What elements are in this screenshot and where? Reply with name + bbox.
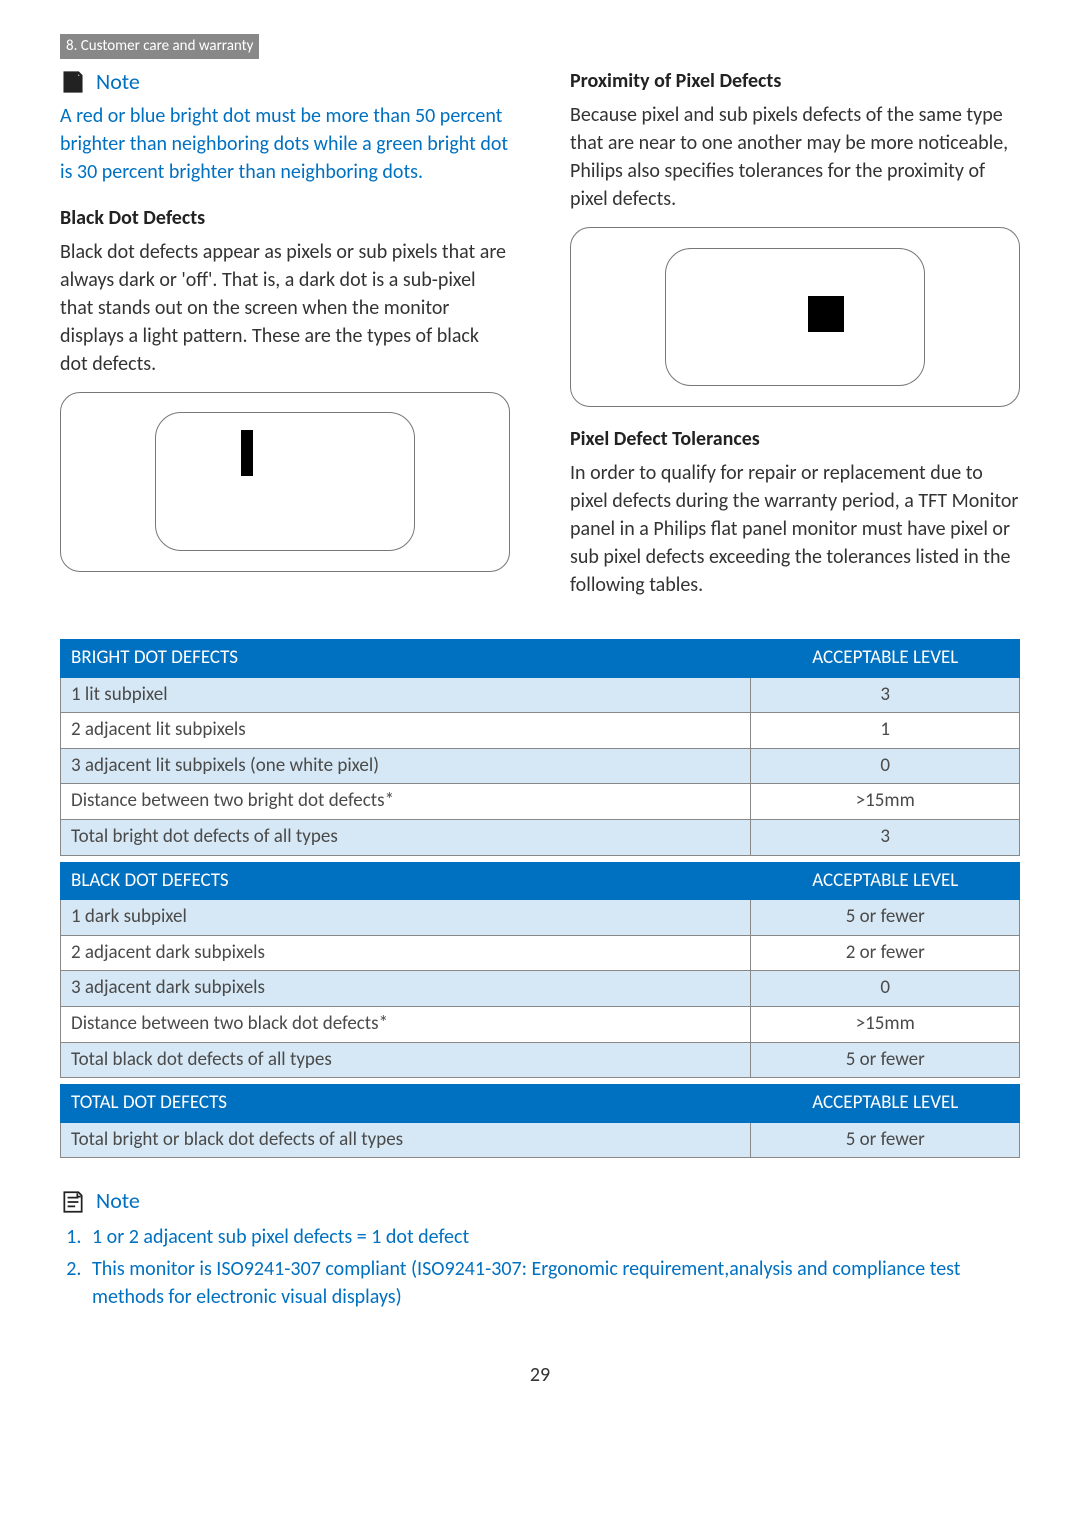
defect-table: BLACK DOT DEFECTSACCEPTABLE LEVEL1 dark … <box>60 862 1020 1079</box>
table-cell: 0 <box>751 971 1020 1007</box>
table-row: Total bright dot defects of all types3 <box>61 819 1020 855</box>
table-cell: 3 <box>751 819 1020 855</box>
note-text: A red or blue bright dot must be more th… <box>60 102 510 186</box>
table-header: TOTAL DOT DEFECTS <box>61 1085 751 1123</box>
black-dot-heading: Black Dot Defects <box>60 204 510 232</box>
table-cell: 2 adjacent dark subpixels <box>61 935 751 971</box>
table-cell: 1 <box>751 713 1020 749</box>
black-dot-text: Black dot defects appear as pixels or su… <box>60 238 510 378</box>
table-row: Total bright or black dot defects of all… <box>61 1122 1020 1158</box>
table-row: 2 adjacent dark subpixels2 or fewer <box>61 935 1020 971</box>
note-label: Note <box>96 67 140 98</box>
table-cell: Total black dot defects of all types <box>61 1042 751 1078</box>
note-icon <box>60 1189 86 1215</box>
table-cell: Total bright dot defects of all types <box>61 819 751 855</box>
note-header: Note <box>60 67 510 98</box>
table-cell: 5 or fewer <box>751 1122 1020 1158</box>
note-list-item: 1 or 2 adjacent sub pixel defects = 1 do… <box>86 1223 1020 1251</box>
table-cell: 3 adjacent dark subpixels <box>61 971 751 1007</box>
table-cell: Total bright or black dot defects of all… <box>61 1122 751 1158</box>
table-cell: Distance between two bright dot defects* <box>61 784 751 820</box>
note-icon <box>60 69 86 95</box>
page-number: 29 <box>60 1361 1020 1389</box>
table-cell: Distance between two black dot defects* <box>61 1006 751 1042</box>
table-cell: 5 or fewer <box>751 1042 1020 1078</box>
table-header: ACCEPTABLE LEVEL <box>751 862 1020 900</box>
table-cell: 0 <box>751 748 1020 784</box>
tolerance-tables: BRIGHT DOT DEFECTSACCEPTABLE LEVEL1 lit … <box>60 639 1020 1158</box>
note2-header: Note <box>60 1186 1020 1217</box>
table-cell: 3 adjacent lit subpixels (one white pixe… <box>61 748 751 784</box>
right-column: Proximity of Pixel Defects Because pixel… <box>570 67 1020 599</box>
proximity-text: Because pixel and sub pixels defects of … <box>570 101 1020 213</box>
tolerances-text: In order to qualify for repair or replac… <box>570 459 1020 599</box>
table-row: 2 adjacent lit subpixels1 <box>61 713 1020 749</box>
section-tag: 8. Customer care and warranty <box>60 34 259 59</box>
proximity-heading: Proximity of Pixel Defects <box>570 67 1020 95</box>
table-cell: >15mm <box>751 1006 1020 1042</box>
note-list-item: This monitor is ISO9241-307 compliant (I… <box>86 1255 1020 1311</box>
table-header: BLACK DOT DEFECTS <box>61 862 751 900</box>
table-cell: 1 dark subpixel <box>61 900 751 936</box>
tolerances-heading: Pixel Defect Tolerances <box>570 425 1020 453</box>
table-row: Distance between two black dot defects*>… <box>61 1006 1020 1042</box>
two-column-layout: Note A red or blue bright dot must be mo… <box>60 67 1020 599</box>
table-cell: 2 adjacent lit subpixels <box>61 713 751 749</box>
note2-label: Note <box>96 1186 140 1217</box>
note2-list: 1 or 2 adjacent sub pixel defects = 1 do… <box>60 1223 1020 1311</box>
defect-table: TOTAL DOT DEFECTSACCEPTABLE LEVELTotal b… <box>60 1084 1020 1158</box>
table-row: Distance between two bright dot defects*… <box>61 784 1020 820</box>
defect-table: BRIGHT DOT DEFECTSACCEPTABLE LEVEL1 lit … <box>60 639 1020 856</box>
table-header: ACCEPTABLE LEVEL <box>751 640 1020 678</box>
left-column: Note A red or blue bright dot must be mo… <box>60 67 510 599</box>
proximity-diagram <box>570 227 1020 407</box>
table-cell: 2 or fewer <box>751 935 1020 971</box>
table-header: ACCEPTABLE LEVEL <box>751 1085 1020 1123</box>
table-header: BRIGHT DOT DEFECTS <box>61 640 751 678</box>
table-cell: 1 lit subpixel <box>61 677 751 713</box>
table-row: Total black dot defects of all types5 or… <box>61 1042 1020 1078</box>
table-cell: 3 <box>751 677 1020 713</box>
black-dot-diagram <box>60 392 510 572</box>
table-row: 3 adjacent lit subpixels (one white pixe… <box>61 748 1020 784</box>
table-cell: 5 or fewer <box>751 900 1020 936</box>
table-cell: >15mm <box>751 784 1020 820</box>
table-row: 1 lit subpixel3 <box>61 677 1020 713</box>
table-row: 1 dark subpixel5 or fewer <box>61 900 1020 936</box>
table-row: 3 adjacent dark subpixels0 <box>61 971 1020 1007</box>
